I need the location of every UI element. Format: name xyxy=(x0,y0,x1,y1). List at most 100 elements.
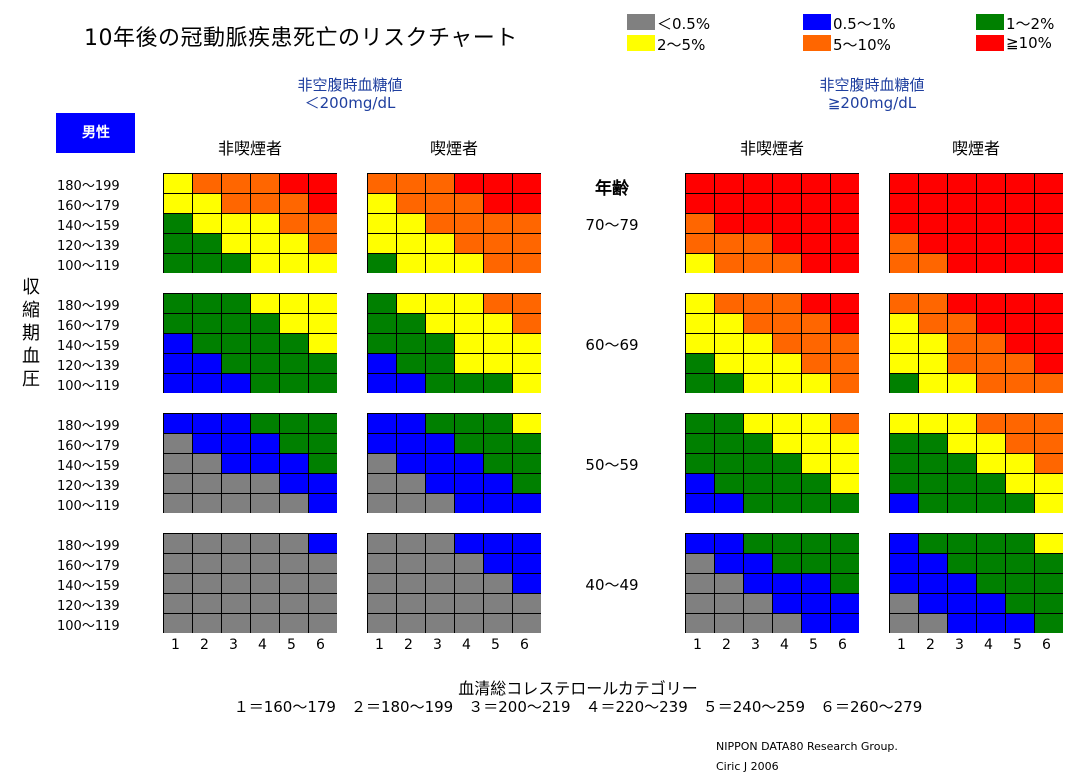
risk-cell xyxy=(221,593,251,614)
risk-cell xyxy=(250,573,280,594)
risk-cell xyxy=(772,173,802,194)
risk-cell xyxy=(454,533,484,554)
risk-cell xyxy=(714,313,744,334)
risk-cell xyxy=(714,433,744,454)
risk-cell xyxy=(1034,613,1063,633)
chol-tick-label: 6 xyxy=(520,637,529,653)
risk-cell xyxy=(250,353,280,374)
risk-cell xyxy=(976,593,1006,614)
risk-cell xyxy=(279,573,309,594)
risk-cell xyxy=(889,613,919,633)
risk-cell xyxy=(889,593,919,614)
risk-cell xyxy=(483,413,513,434)
risk-cell xyxy=(947,553,977,574)
risk-cell xyxy=(1034,533,1063,554)
risk-cell xyxy=(743,173,773,194)
risk-cell xyxy=(512,173,541,194)
glucose-group-low: 非空腹時血糖値 ＜200mg/dL xyxy=(250,76,450,112)
risk-cell xyxy=(889,553,919,574)
risk-cell xyxy=(801,473,831,494)
risk-cell xyxy=(250,373,280,393)
risk-cell xyxy=(512,193,541,214)
risk-cell xyxy=(714,533,744,554)
risk-cell xyxy=(454,353,484,374)
risk-cell xyxy=(192,413,222,434)
risk-cell xyxy=(685,433,715,454)
risk-cell xyxy=(367,573,397,594)
risk-cell xyxy=(947,193,977,214)
risk-cell xyxy=(163,533,193,554)
risk-cell xyxy=(163,253,193,273)
risk-cell xyxy=(483,593,513,614)
risk-cell xyxy=(1034,453,1063,474)
risk-cell xyxy=(250,473,280,494)
risk-cell xyxy=(483,353,513,374)
chol-tick-label: 5 xyxy=(809,637,818,653)
risk-cell xyxy=(483,293,513,314)
risk-cell xyxy=(801,533,831,554)
risk-cell xyxy=(1034,373,1063,393)
risk-cell xyxy=(889,313,919,334)
risk-cell xyxy=(772,373,802,393)
risk-cell xyxy=(279,313,309,334)
chol-tick-label: 2 xyxy=(200,637,209,653)
risk-cell xyxy=(192,253,222,273)
risk-cell xyxy=(425,233,455,254)
risk-cell xyxy=(743,293,773,314)
risk-cell xyxy=(714,193,744,214)
risk-cell xyxy=(425,173,455,194)
risk-cell xyxy=(801,553,831,574)
credit-line-2: Ciric J 2006 xyxy=(716,760,779,773)
sbp-row-label: 100～119 xyxy=(57,259,120,274)
risk-cell xyxy=(976,493,1006,513)
risk-cell xyxy=(163,233,193,254)
risk-cell xyxy=(801,433,831,454)
risk-cell xyxy=(830,473,859,494)
risk-cell xyxy=(367,453,397,474)
risk-cell xyxy=(163,593,193,614)
risk-cell xyxy=(250,433,280,454)
risk-cell xyxy=(976,213,1006,234)
risk-cell xyxy=(425,553,455,574)
risk-cell xyxy=(454,293,484,314)
sbp-row-label: 160～179 xyxy=(57,559,120,574)
risk-cell xyxy=(1034,593,1063,614)
risk-cell xyxy=(396,473,426,494)
risk-cell xyxy=(918,413,948,434)
risk-cell xyxy=(192,613,222,633)
risk-cell xyxy=(947,233,977,254)
sbp-row-label: 120～139 xyxy=(57,599,120,614)
risk-cell xyxy=(250,593,280,614)
risk-cell xyxy=(192,233,222,254)
risk-cell xyxy=(976,193,1006,214)
risk-cell xyxy=(279,193,309,214)
risk-cell xyxy=(947,413,977,434)
risk-cell xyxy=(425,473,455,494)
risk-cell xyxy=(250,253,280,273)
risk-cell xyxy=(1005,453,1035,474)
risk-cell xyxy=(308,473,337,494)
risk-cell xyxy=(163,373,193,393)
risk-cell xyxy=(889,373,919,393)
risk-cell xyxy=(483,373,513,393)
risk-cell xyxy=(714,373,744,393)
risk-cell xyxy=(889,453,919,474)
risk-grid-age0-col1 xyxy=(367,173,541,273)
risk-cell xyxy=(714,593,744,614)
risk-cell xyxy=(1034,293,1063,314)
risk-cell xyxy=(454,453,484,474)
risk-cell xyxy=(743,453,773,474)
risk-cell xyxy=(308,573,337,594)
risk-cell xyxy=(367,293,397,314)
risk-cell xyxy=(250,453,280,474)
risk-cell xyxy=(483,193,513,214)
risk-cell xyxy=(512,313,541,334)
risk-cell xyxy=(483,453,513,474)
risk-cell xyxy=(396,493,426,513)
risk-cell xyxy=(454,493,484,513)
risk-cell xyxy=(192,453,222,474)
risk-cell xyxy=(512,593,541,614)
risk-cell xyxy=(685,213,715,234)
chart-title: 10年後の冠動脈疾患死亡のリスクチャート xyxy=(84,26,518,51)
risk-grid-age2-col0 xyxy=(163,413,337,513)
